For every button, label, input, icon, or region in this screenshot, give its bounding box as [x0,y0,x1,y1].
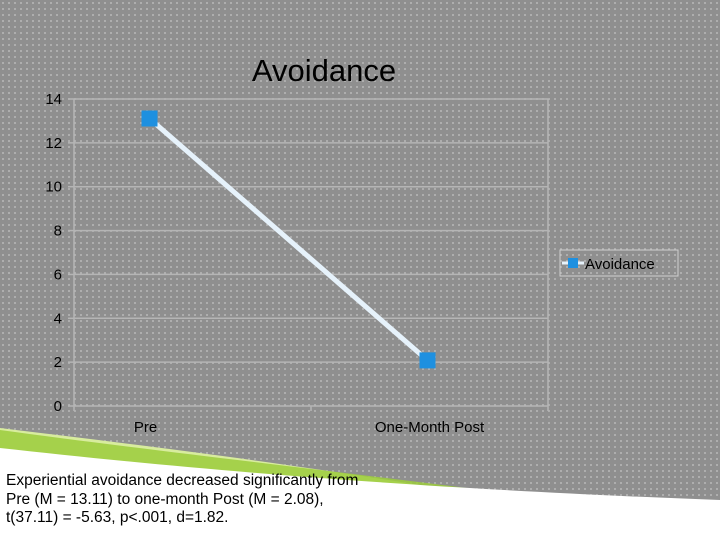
chart-title: Avoidance [252,53,396,88]
x-tick-label: One-Month Post [375,419,485,436]
y-tick-label: 10 [45,179,62,196]
y-tick-label: 0 [54,398,62,415]
legend: Avoidance [559,249,679,277]
x-tick-label: Pre [134,419,157,436]
caption-line-3: t(37.11) = -5.63, p<.001, d=1.82. [6,509,229,526]
data-point-pre [141,110,158,127]
legend-marker [568,258,578,268]
caption-line-2: Pre (M = 13.11) to one-month Post (M = 2… [6,490,324,508]
legend-label: Avoidance [585,256,655,273]
legend-box [559,249,679,277]
caption-line-1: Experiential avoidance decreased signifi… [6,472,359,489]
swoosh-white [0,448,720,540]
y-tick-label: 2 [54,354,62,371]
y-tick-label: 6 [54,266,62,283]
x-axis-ticks: Pre One-Month Post [73,406,549,436]
y-tick-label: 4 [54,310,62,327]
y-tick-label: 8 [54,223,62,240]
series-line [147,116,430,363]
series-avoidance [141,110,436,369]
data-point-one-month-post [419,352,436,369]
green-swoosh-decoration [0,428,720,540]
y-tick-label: 14 [45,91,62,108]
gridlines [68,98,549,407]
caption: Experiential avoidance decreased signifi… [6,472,446,528]
y-axis-ticks: 0 2 4 6 8 10 12 14 [45,91,62,415]
y-tick-label: 12 [45,135,62,152]
